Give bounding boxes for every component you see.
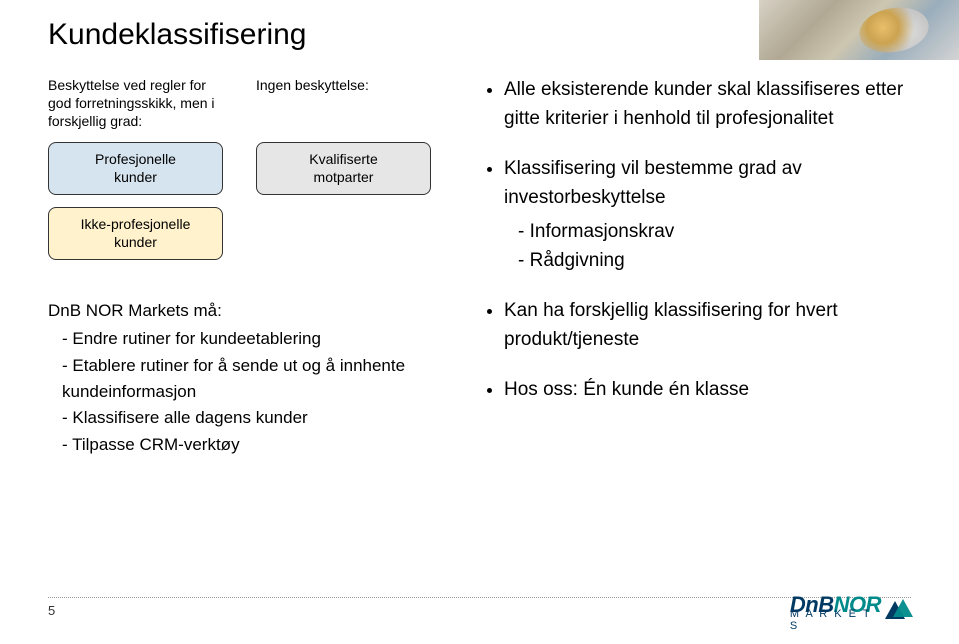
markets-block: DnB NOR Markets må: Endre rutiner for ku…: [48, 298, 468, 458]
diagram-col-noprotection: Ingen beskyttelse: Kvalifiserte motparte…: [256, 76, 436, 272]
right-column: Alle eksisterende kunder skal klassifise…: [486, 76, 911, 458]
logo-text-wrap: DnBNOR M A R K E T S: [790, 592, 881, 630]
bullet-text: Kan ha forskjellig klassifisering for hv…: [504, 300, 838, 350]
classification-diagram: Beskyttelse ved regler for god forretnin…: [48, 76, 468, 272]
box-qualified-label: Kvalifiserte motparter: [309, 151, 377, 185]
bullet-item: Kan ha forskjellig klassifisering for hv…: [504, 297, 911, 354]
logo-markets-subtext: M A R K E T S: [790, 608, 881, 632]
page-number: 5: [48, 603, 55, 618]
bullet-list: Alle eksisterende kunder skal klassifise…: [486, 76, 911, 405]
box-nonprofessional: Ikke-profesjonelle kunder: [48, 207, 223, 260]
left-column: Beskyttelse ved regler for god forretnin…: [48, 76, 468, 458]
bullet-item: Hos oss: Én kunde én klasse: [504, 376, 911, 405]
sub-list: Informasjonskrav Rådgivning: [504, 218, 911, 275]
box-professional-label: Profesjonelle kunder: [95, 151, 176, 185]
slide: Kundeklassifisering Beskyttelse ved regl…: [0, 0, 959, 644]
bullet-text: Hos oss: Én kunde én klasse: [504, 379, 749, 400]
box-qualified: Kvalifiserte motparter: [256, 142, 431, 195]
diagram-col-protection: Beskyttelse ved regler for god forretnin…: [48, 76, 228, 272]
caption-protection: Beskyttelse ved regler for god forretnin…: [48, 76, 228, 132]
decorative-corner-image: [759, 0, 959, 60]
content-row: Beskyttelse ved regler for god forretnin…: [48, 76, 911, 458]
dnbnor-logo: DnBNOR M A R K E T S: [790, 592, 911, 630]
box-professional: Profesjonelle kunder: [48, 142, 223, 195]
bullet-item: Klassifisering vil bestemme grad av inve…: [504, 155, 911, 275]
footer-divider: [48, 597, 911, 598]
bullet-text: Klassifisering vil bestemme grad av inve…: [504, 158, 802, 208]
footer: 5: [48, 597, 911, 620]
box-nonprofessional-label: Ikke-profesjonelle kunder: [81, 216, 191, 250]
caption-noprotection: Ingen beskyttelse:: [256, 76, 436, 132]
markets-item: Tilpasse CRM-verktøy: [62, 432, 468, 458]
markets-item: Klassifisere alle dagens kunder: [62, 405, 468, 431]
markets-lead: DnB NOR Markets må:: [48, 298, 468, 324]
markets-list: Endre rutiner for kundeetablering Etable…: [48, 326, 468, 458]
sub-item: Rådgivning: [518, 247, 911, 276]
sub-item: Informasjonskrav: [518, 218, 911, 247]
bullet-item: Alle eksisterende kunder skal klassifise…: [504, 76, 911, 133]
markets-item: Etablere rutiner for å sende ut og å inn…: [62, 353, 468, 406]
bullet-text: Alle eksisterende kunder skal klassifise…: [504, 79, 903, 129]
markets-item: Endre rutiner for kundeetablering: [62, 326, 468, 352]
logo-triangle-icon: [885, 599, 911, 623]
